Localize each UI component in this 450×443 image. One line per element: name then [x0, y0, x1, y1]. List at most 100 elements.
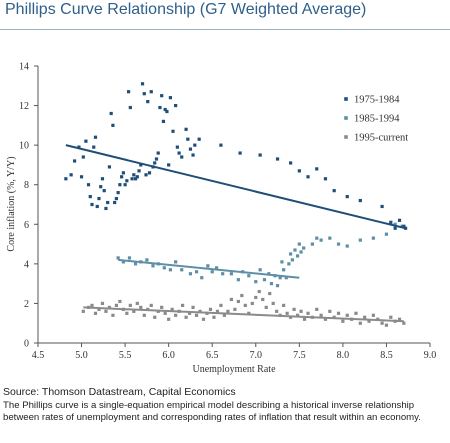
- data-point: [233, 307, 237, 311]
- data-point: [250, 301, 254, 306]
- data-point: [319, 238, 323, 242]
- data-point: [319, 313, 323, 317]
- data-point: [358, 321, 362, 325]
- data-point: [393, 222, 397, 226]
- data-point: [79, 175, 84, 179]
- data-point: [341, 319, 345, 323]
- y-tick-label: 8: [24, 180, 29, 191]
- data-point: [111, 123, 115, 127]
- x-tick-label: 4.5: [32, 350, 45, 361]
- data-point: [345, 244, 349, 248]
- data-point: [99, 185, 103, 189]
- data-point: [354, 311, 358, 315]
- y-tick-label: 2: [24, 299, 29, 310]
- data-point: [197, 137, 201, 141]
- data-point: [93, 135, 98, 139]
- data-point: [310, 242, 314, 246]
- data-point: [120, 175, 124, 179]
- data-point: [81, 309, 85, 313]
- data-point: [257, 289, 261, 294]
- y-axis: 0 2 4 6 8 10 12 14: [19, 62, 39, 350]
- data-point: [292, 307, 296, 311]
- data-point: [116, 256, 120, 260]
- chart-description: The Phillips curve is a single-equation …: [3, 400, 421, 423]
- data-point: [118, 183, 122, 187]
- x-tick-label: 5.5: [119, 350, 132, 361]
- data-point: [149, 303, 153, 308]
- y-tick-label: 10: [19, 141, 29, 152]
- y-axis-label: Core inflation (%, Y/Y): [6, 156, 17, 251]
- data-point: [107, 305, 112, 309]
- trend-line: [65, 144, 406, 230]
- data-point: [295, 254, 300, 258]
- data-point: [180, 155, 184, 159]
- data-point: [100, 301, 105, 306]
- data-point: [275, 284, 280, 288]
- data-point: [229, 297, 233, 302]
- data-point: [184, 127, 188, 131]
- data-point: [258, 153, 262, 157]
- data-point: [200, 276, 204, 280]
- data-point: [97, 196, 101, 201]
- y-tick-label: 0: [24, 339, 29, 350]
- data-point: [278, 276, 282, 280]
- data-point: [397, 218, 402, 222]
- data-point: [162, 266, 166, 270]
- data-point: [212, 315, 216, 319]
- data-point: [125, 179, 129, 183]
- data-point: [181, 303, 185, 308]
- data-point: [174, 260, 178, 264]
- data-point: [367, 319, 371, 323]
- data-point: [130, 177, 134, 181]
- data-point: [163, 311, 167, 315]
- data-point: [168, 268, 173, 272]
- data-point: [137, 169, 141, 173]
- data-point: [168, 96, 173, 100]
- data-point: [95, 204, 99, 209]
- data-point: [140, 82, 145, 86]
- data-point: [81, 155, 85, 159]
- trend-line: [118, 258, 300, 279]
- data-point: [389, 315, 393, 319]
- data-point: [188, 147, 193, 151]
- data-point: [293, 248, 297, 252]
- data-point: [104, 309, 108, 313]
- data-point: [128, 303, 132, 308]
- data-point: [194, 313, 199, 317]
- data-point: [247, 311, 251, 315]
- data-point: [285, 311, 289, 315]
- data-point: [282, 303, 286, 308]
- series-1995-current: [81, 289, 406, 327]
- data-point: [262, 278, 267, 282]
- legend-marker: [344, 135, 348, 139]
- data-point: [191, 153, 195, 157]
- data-point: [114, 196, 118, 201]
- data-point: [323, 177, 328, 181]
- x-tick-label: 7.0: [250, 350, 263, 361]
- data-point: [142, 313, 146, 317]
- data-point: [156, 151, 160, 155]
- data-point: [193, 143, 197, 147]
- data-point: [160, 305, 164, 309]
- data-point: [345, 194, 349, 199]
- data-point: [240, 293, 244, 298]
- data-point: [261, 297, 265, 302]
- chart-title: Phillips Curve Relationship (G7 Weighted…: [5, 1, 367, 18]
- data-point: [161, 119, 166, 123]
- data-point: [90, 303, 94, 308]
- data-point: [107, 165, 112, 169]
- data-point: [306, 175, 310, 179]
- data-point: [153, 315, 157, 319]
- data-point: [114, 303, 118, 308]
- data-point: [180, 268, 184, 272]
- data-point: [175, 145, 179, 149]
- data-point: [258, 268, 262, 272]
- data-point: [145, 258, 149, 262]
- data-point: [191, 305, 195, 309]
- data-point: [90, 202, 94, 207]
- series-1985-1994: [116, 222, 404, 288]
- data-point: [135, 301, 139, 306]
- data-point: [132, 173, 136, 177]
- data-point: [111, 313, 115, 317]
- data-point: [328, 236, 332, 240]
